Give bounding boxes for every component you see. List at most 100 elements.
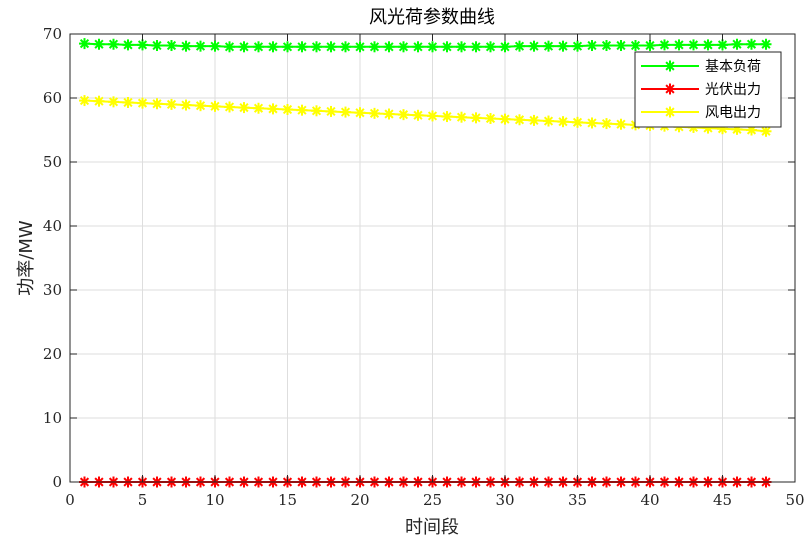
y-tick-label: 0	[52, 473, 62, 491]
data-point	[398, 109, 409, 121]
data-point	[528, 114, 540, 126]
data-point	[224, 101, 235, 113]
series-1	[79, 38, 772, 53]
x-tick-label: 35	[568, 491, 587, 509]
data-point	[93, 95, 105, 107]
data-point	[296, 41, 308, 53]
chart-title: 风光荷参数曲线	[369, 7, 495, 28]
data-point	[441, 41, 453, 53]
data-point	[296, 104, 308, 116]
data-point	[238, 41, 250, 53]
data-point	[731, 38, 743, 50]
data-point	[615, 40, 627, 52]
data-point	[557, 116, 569, 128]
y-tick-label: 10	[43, 409, 62, 427]
y-axis-label: 功率/MW	[16, 220, 37, 296]
data-point	[209, 100, 221, 112]
data-point	[325, 105, 337, 117]
data-point	[311, 105, 322, 117]
x-tick-label: 5	[138, 491, 148, 509]
data-point	[354, 107, 366, 119]
data-point	[195, 40, 206, 52]
data-point	[499, 113, 511, 125]
ticks: 0 5 10 15 20 25 30 35 40 45 50 0 10 20 30 40 50 60 70	[43, 25, 804, 509]
data-point	[93, 38, 105, 50]
x-tick-label: 15	[278, 491, 297, 509]
data-point	[383, 41, 395, 53]
data-point	[659, 39, 670, 51]
data-point	[456, 41, 467, 53]
data-point	[151, 40, 163, 52]
data-point	[702, 39, 714, 51]
data-point	[224, 41, 235, 53]
data-point	[166, 98, 177, 110]
data-point	[630, 40, 641, 52]
data-point	[543, 40, 554, 52]
data-point	[340, 41, 351, 53]
legend-label: 风电出力	[705, 105, 761, 121]
data-point	[441, 111, 453, 123]
data-point	[456, 111, 467, 123]
y-tick-label: 60	[43, 89, 62, 107]
data-point	[499, 41, 511, 53]
data-point	[427, 110, 438, 122]
data-point	[282, 41, 293, 53]
x-tick-label: 20	[350, 491, 369, 509]
data-point	[108, 96, 119, 108]
data-point	[586, 117, 598, 129]
data-point	[688, 39, 699, 51]
data-point	[572, 116, 583, 128]
data-point	[282, 104, 293, 116]
x-tick-label: 50	[785, 491, 804, 509]
data-point	[470, 112, 482, 124]
data-point	[485, 41, 496, 53]
data-point	[644, 40, 656, 52]
data-point	[166, 40, 177, 52]
legend-entry: 风电出力	[641, 105, 761, 121]
data-point	[514, 40, 525, 52]
data-point	[383, 108, 395, 120]
data-point	[412, 109, 424, 121]
legend-entry: 基本负荷	[641, 58, 761, 75]
data-point	[267, 103, 279, 115]
legend-label: 光伏出力	[705, 82, 761, 98]
data-point	[122, 39, 134, 51]
data-point	[253, 102, 264, 114]
y-tick-label: 70	[43, 25, 62, 43]
data-point	[311, 41, 322, 53]
data-point	[238, 102, 250, 114]
data-point	[354, 41, 366, 53]
data-point	[572, 40, 583, 52]
data-point	[122, 96, 134, 108]
y-tick-label: 50	[43, 153, 62, 171]
data-point	[195, 100, 206, 112]
data-point	[760, 38, 772, 50]
x-tick-label: 0	[65, 491, 75, 509]
data-point	[267, 41, 279, 53]
y-tick-label: 20	[43, 345, 62, 363]
data-point	[485, 112, 496, 124]
data-point	[557, 40, 569, 52]
legend-label: 基本负荷	[705, 58, 761, 75]
data-point	[79, 95, 90, 107]
x-tick-label: 25	[423, 491, 442, 509]
data-point	[398, 41, 409, 53]
data-point	[601, 118, 612, 130]
x-tick-label: 45	[713, 491, 732, 509]
data-point	[586, 40, 598, 52]
y-tick-label: 40	[43, 217, 62, 235]
data-point	[470, 41, 482, 53]
data-point	[601, 40, 612, 52]
x-tick-label: 30	[495, 491, 514, 509]
data-point	[137, 39, 148, 51]
legend-marker	[664, 83, 676, 95]
data-point	[543, 115, 554, 127]
data-point	[180, 99, 192, 111]
data-point	[369, 41, 380, 53]
data-point	[514, 114, 525, 126]
data-point	[717, 39, 728, 51]
data-point	[137, 97, 148, 109]
data-point	[340, 106, 351, 118]
